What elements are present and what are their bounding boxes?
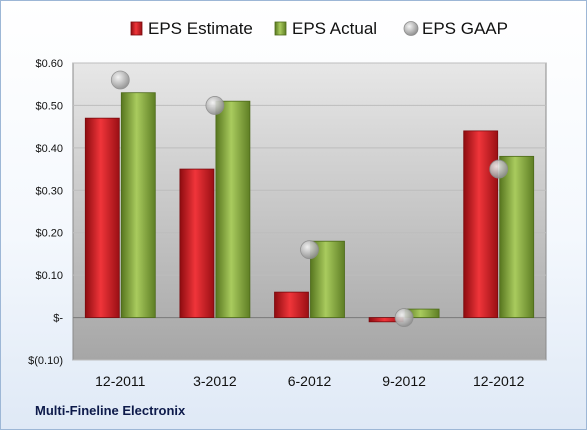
legend-swatch	[274, 21, 287, 36]
eps-actual-bar	[310, 240, 345, 318]
legend-swatch	[130, 21, 143, 36]
x-category-label: 9-2012	[382, 373, 426, 389]
x-category-label: 3-2012	[193, 373, 237, 389]
legend-eps-gaap: EPS GAAP	[403, 19, 508, 38]
x-category-label: 12-2012	[473, 373, 525, 389]
eps-estimate-bar	[463, 130, 499, 318]
eps-actual-bar	[120, 92, 156, 318]
y-tick-label: $0.40	[35, 143, 63, 155]
eps-gaap-marker	[394, 308, 414, 327]
legend-eps-estimate: EPS Estimate	[130, 19, 253, 38]
y-tick-label: $0.50	[35, 100, 63, 112]
eps-gaap-marker	[110, 70, 130, 90]
eps-gaap-marker	[205, 96, 225, 115]
legend-eps-actual: EPS Actual	[274, 19, 377, 38]
gaap-markers	[110, 70, 509, 327]
x-axis: 12-2011 3-2012 6-2012 9-2012 12-2012	[95, 373, 524, 389]
eps-estimate-bar	[274, 291, 309, 318]
legend-label: EPS GAAP	[422, 19, 508, 38]
y-tick-label: $0.10	[35, 270, 63, 282]
y-tick-label: $0.20	[35, 228, 63, 240]
bars	[84, 92, 535, 323]
y-tick-label: $0.30	[35, 185, 63, 197]
eps-gaap-marker	[300, 240, 319, 260]
y-tick-label: $0.60	[35, 58, 63, 70]
legend-label: EPS Actual	[292, 19, 377, 38]
eps-estimate-bar	[84, 117, 120, 318]
eps-actual-bar	[499, 155, 535, 318]
y-tick-label: $-	[53, 313, 63, 325]
x-category-label: 12-2011	[95, 373, 146, 389]
eps-actual-bar	[215, 100, 251, 318]
x-category-label: 6-2012	[288, 373, 332, 389]
eps-estimate-bar	[179, 168, 215, 318]
y-tick-label: $(0.10)	[28, 355, 63, 367]
eps-gaap-marker	[489, 159, 509, 179]
legend-label: EPS Estimate	[148, 19, 253, 38]
legend-swatch	[403, 21, 419, 36]
y-axis: $0.60 $0.50 $0.40 $0.30 $0.20 $0.10 $- $(0.10)	[28, 58, 63, 367]
company-name: Multi-Fineline Electronix	[35, 403, 186, 418]
legend: EPS Estimate EPS Actual EPS GAAP	[130, 19, 508, 38]
